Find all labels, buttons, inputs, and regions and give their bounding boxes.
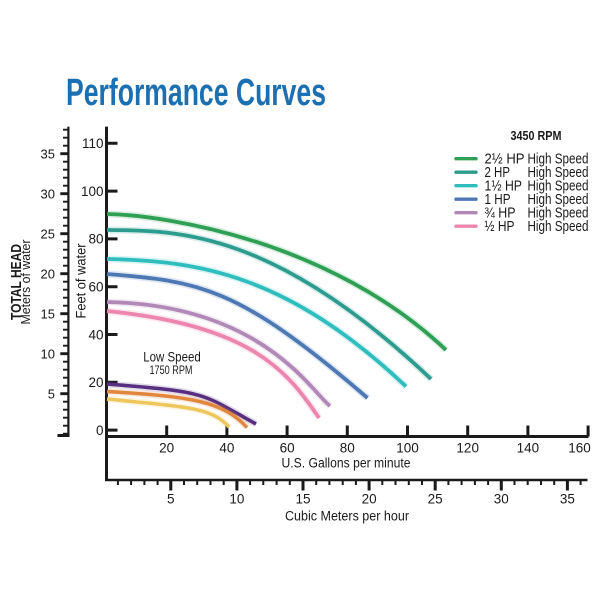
- svg-text:30: 30: [494, 492, 509, 507]
- svg-text:35: 35: [560, 492, 575, 507]
- svg-text:160: 160: [568, 441, 591, 456]
- svg-text:20: 20: [362, 492, 377, 507]
- svg-text:100: 100: [81, 184, 104, 199]
- svg-text:High Speed: High Speed: [528, 152, 589, 168]
- svg-text:25: 25: [428, 492, 443, 507]
- svg-text:15: 15: [41, 306, 55, 321]
- svg-text:20: 20: [41, 266, 55, 281]
- svg-text:High Speed: High Speed: [528, 192, 589, 208]
- svg-text:U.S. Gallons per minute: U.S. Gallons per minute: [282, 456, 411, 471]
- svg-text:25: 25: [41, 226, 55, 241]
- svg-text:140: 140: [517, 441, 540, 456]
- svg-text:1750 RPM: 1750 RPM: [150, 365, 193, 377]
- svg-text:10: 10: [41, 346, 55, 361]
- svg-text:60: 60: [280, 441, 295, 456]
- svg-text:35: 35: [41, 146, 55, 161]
- svg-text:High Speed: High Speed: [528, 165, 589, 181]
- svg-text:20: 20: [88, 375, 103, 390]
- svg-text:¾ HP: ¾ HP: [485, 206, 516, 222]
- svg-text:Performance Curves: Performance Curves: [66, 72, 326, 114]
- svg-text:TOTAL HEAD: TOTAL HEAD: [8, 244, 25, 320]
- svg-text:3450 RPM: 3450 RPM: [511, 129, 562, 143]
- svg-text:Low Speed: Low Speed: [143, 349, 201, 365]
- svg-text:110: 110: [82, 136, 104, 151]
- svg-text:20: 20: [159, 441, 174, 456]
- svg-text:40: 40: [88, 327, 103, 342]
- svg-text:High Speed: High Speed: [528, 206, 589, 222]
- svg-text:10: 10: [229, 492, 244, 507]
- svg-text:High Speed: High Speed: [528, 179, 589, 195]
- svg-text:60: 60: [88, 280, 103, 295]
- svg-text:2½ HP: 2½ HP: [485, 152, 525, 168]
- svg-text:5: 5: [48, 386, 55, 401]
- svg-text:2 HP: 2 HP: [485, 165, 511, 181]
- svg-text:40: 40: [219, 441, 234, 456]
- svg-text:100: 100: [396, 441, 419, 456]
- svg-text:0: 0: [96, 423, 104, 438]
- svg-text:1 HP: 1 HP: [485, 192, 511, 208]
- svg-text:15: 15: [295, 492, 310, 507]
- svg-text:5: 5: [167, 492, 175, 507]
- svg-text:30: 30: [41, 186, 55, 201]
- svg-text:Meters of water: Meters of water: [18, 239, 33, 325]
- svg-text:½ HP: ½ HP: [485, 219, 515, 235]
- svg-text:1½ HP: 1½ HP: [485, 179, 523, 195]
- svg-text:High Speed: High Speed: [528, 219, 589, 235]
- svg-text:120: 120: [456, 441, 479, 456]
- svg-text:80: 80: [88, 232, 103, 247]
- svg-text:Feet of water: Feet of water: [74, 243, 89, 318]
- svg-text:Cubic Meters per hour: Cubic Meters per hour: [285, 509, 409, 524]
- svg-text:80: 80: [340, 441, 355, 456]
